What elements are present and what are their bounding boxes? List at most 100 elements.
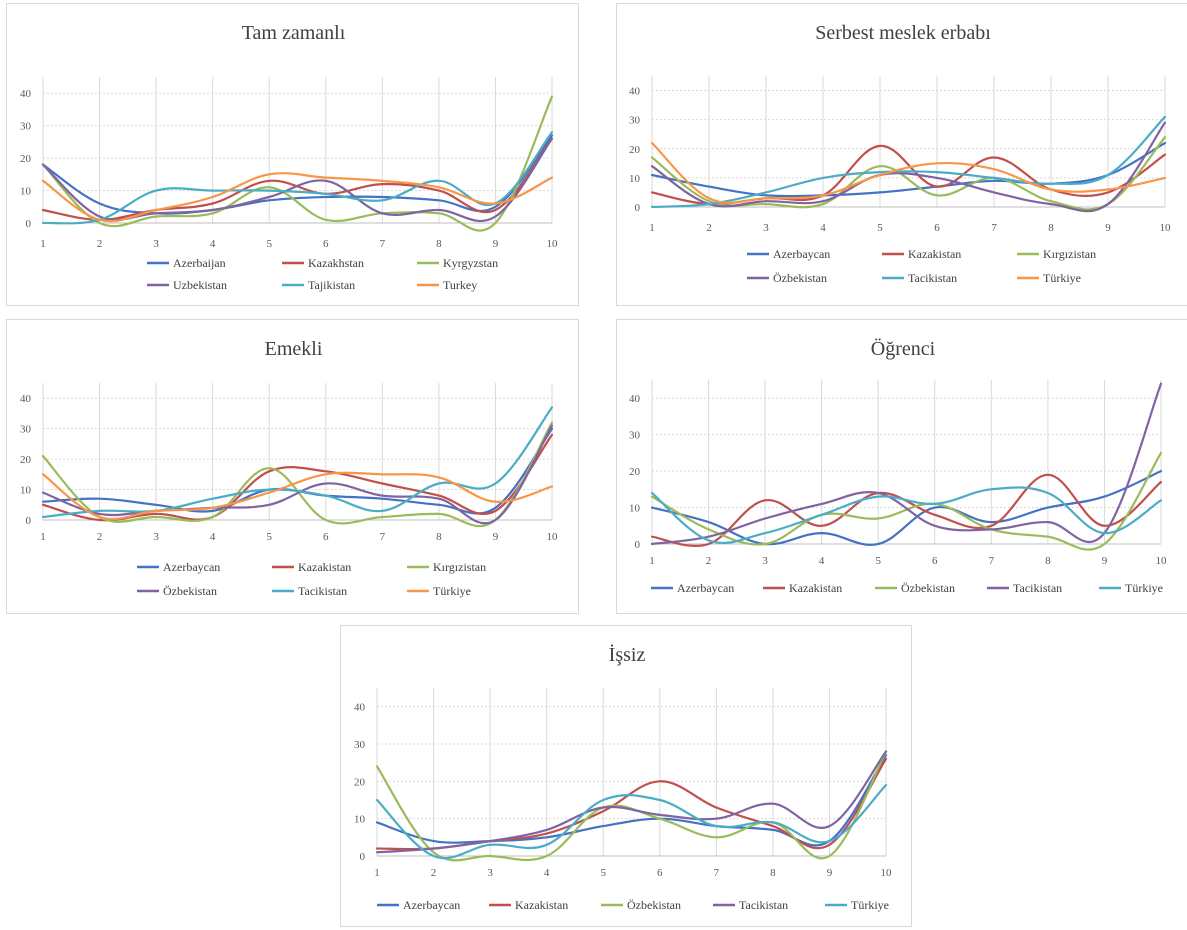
- line-chart: Emekli 0 10 20 30 40 1 2 3 4 5 6 7 8 9 10 Azerbaycan Kaza…: [20, 338, 559, 598]
- series-line-uzbekistan: [41, 137, 554, 223]
- x-tick-label: 8: [1048, 222, 1054, 234]
- y-tick-label: 20: [629, 466, 641, 478]
- legend-label: Kırgızistan: [1043, 247, 1096, 261]
- x-tick-label: 6: [323, 531, 329, 543]
- line-chart: Tam zamanlı 0 10 20 30 40 1 2 3 4 5 6 7 8 9 10 Azerbaija…: [20, 22, 559, 292]
- x-tick-label: 10: [1160, 222, 1172, 234]
- y-tick-label: 0: [635, 539, 641, 551]
- legend-label: Tacikistan: [739, 898, 788, 912]
- legend-label: Özbekistan: [773, 271, 827, 285]
- legend-label: Kazakistan: [789, 581, 842, 595]
- series-line-turkey: [41, 172, 554, 223]
- y-tick-label: 0: [360, 851, 366, 863]
- y-tick-label: 40: [20, 393, 32, 405]
- y-tick-label: 40: [629, 86, 641, 98]
- y-tick-label: 10: [629, 503, 641, 515]
- x-tick-label: 10: [547, 531, 559, 543]
- y-tick-label: 30: [354, 739, 366, 751]
- series-line-kazakistan: [375, 757, 888, 851]
- legend-label: Turkey: [443, 278, 477, 292]
- chart-title: Serbest meslek erbabı: [815, 22, 991, 44]
- series-line-tacikistan: [41, 406, 554, 519]
- legend-label: Kazakhstan: [308, 256, 364, 270]
- x-tick-label: 9: [827, 867, 833, 879]
- x-tick-label: 4: [544, 867, 550, 879]
- legend-label: Özbekistan: [901, 581, 955, 595]
- x-tick-label: 1: [40, 531, 46, 543]
- x-tick-label: 4: [210, 531, 216, 543]
- x-tick-label: 8: [770, 867, 776, 879]
- legend-label: Özbekistan: [163, 584, 217, 598]
- y-tick-label: 10: [20, 485, 32, 497]
- legend-label: Tacikistan: [298, 584, 347, 598]
- y-tick-label: 20: [20, 153, 32, 165]
- x-tick-label: 2: [97, 238, 103, 250]
- x-tick-label: 7: [380, 531, 386, 543]
- x-tick-label: 4: [210, 238, 216, 250]
- x-tick-label: 6: [657, 867, 663, 879]
- x-tick-label: 9: [1105, 222, 1111, 234]
- chart-title: İşsiz: [609, 643, 646, 666]
- x-tick-label: 4: [820, 222, 826, 234]
- y-tick-label: 0: [635, 202, 641, 214]
- x-tick-label: 7: [714, 867, 720, 879]
- legend-label: Tajikistan: [308, 278, 355, 292]
- x-tick-label: 9: [493, 531, 499, 543]
- line-chart: Öğrenci 0 10 20 30 40 1 2 3 4 5 6 7 8 9 10 Azerbaycan Kaz…: [629, 337, 1167, 595]
- legend-label: Kyrgyzstan: [443, 256, 498, 270]
- y-tick-label: 20: [629, 144, 641, 156]
- legend-label: Türkiye: [1125, 581, 1163, 595]
- series-line-t-rkiye: [650, 141, 1167, 204]
- series-line-kazakistan: [650, 144, 1167, 206]
- x-tick-label: 3: [153, 238, 159, 250]
- chart-title: Tam zamanlı: [242, 22, 346, 44]
- y-tick-label: 10: [629, 173, 641, 185]
- y-tick-label: 40: [629, 393, 641, 405]
- y-tick-label: 30: [20, 424, 32, 436]
- y-tick-label: 10: [354, 814, 366, 826]
- series-line--zbekistan: [650, 121, 1167, 213]
- y-tick-label: 30: [629, 430, 641, 442]
- x-tick-label: 7: [991, 222, 997, 234]
- y-tick-label: 20: [20, 454, 32, 466]
- legend-label: Kazakistan: [908, 247, 961, 261]
- series-line-tacikistan: [650, 382, 1163, 546]
- legend-label: Uzbekistan: [173, 278, 227, 292]
- series-line-kyrgyzstan: [41, 95, 554, 232]
- line-chart: Serbest meslek erbabı 0 10 20 30 40 1 2 3 4 5 6 7 8 9 1…: [629, 22, 1172, 285]
- series-line-tacikistan: [650, 115, 1167, 209]
- x-tick-label: 6: [932, 555, 938, 567]
- x-tick-label: 2: [431, 867, 437, 879]
- x-tick-label: 8: [436, 531, 442, 543]
- legend-label: Türkiye: [433, 584, 471, 598]
- x-tick-label: 10: [881, 867, 893, 879]
- legend-label: Azerbaycan: [677, 581, 734, 595]
- legend-label: Azerbaycan: [163, 560, 220, 574]
- x-tick-label: 9: [493, 238, 499, 250]
- x-tick-label: 3: [153, 531, 159, 543]
- series-line-azerbaycan: [41, 427, 554, 515]
- legend-label: Kazakistan: [298, 560, 351, 574]
- y-tick-label: 30: [20, 121, 32, 133]
- x-tick-label: 10: [547, 238, 559, 250]
- y-tick-label: 40: [20, 88, 32, 100]
- series-line-kazakistan: [650, 473, 1163, 547]
- legend-label: Özbekistan: [627, 898, 681, 912]
- series-line--zbekistan: [41, 424, 554, 525]
- x-tick-label: 2: [706, 222, 712, 234]
- legend-label: Azerbaycan: [403, 898, 460, 912]
- x-tick-label: 3: [762, 555, 768, 567]
- series-line-t-rkiye: [41, 471, 554, 521]
- x-tick-label: 9: [1102, 555, 1108, 567]
- series-line-azerbaycan: [375, 754, 888, 847]
- legend-label: Tacikistan: [908, 271, 957, 285]
- legend-label: Azerbaycan: [773, 247, 830, 261]
- legend-label: Azerbaijan: [173, 256, 226, 270]
- chart-panel-serbest-meslek: Serbest meslek erbabı 0 10 20 30 40 1 2 3 4 5 6 7 8 9 1…: [616, 3, 1187, 306]
- x-tick-label: 8: [1045, 555, 1051, 567]
- chart-title: Öğrenci: [871, 337, 936, 360]
- x-tick-label: 5: [875, 555, 881, 567]
- x-tick-label: 6: [323, 238, 329, 250]
- legend-label: Tacikistan: [1013, 581, 1062, 595]
- x-tick-label: 3: [487, 867, 493, 879]
